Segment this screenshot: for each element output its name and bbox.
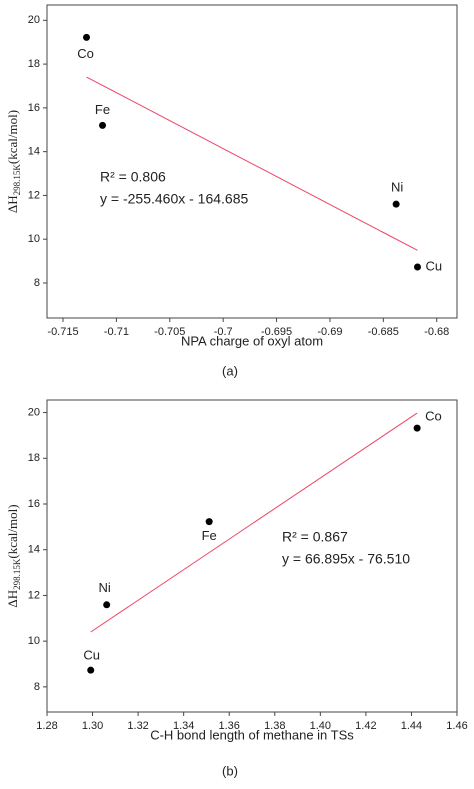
- y-label-main: ΔH: [5, 590, 20, 608]
- y-axis-label: ΔH298.15K(kcal/mol): [5, 110, 22, 213]
- y-tick-label: 18: [28, 58, 40, 70]
- y-axis-label: ΔH298.15K(kcal/mol): [5, 504, 22, 607]
- fit-annotation: R² = 0.806: [100, 169, 166, 185]
- y-tick-label: 20: [28, 406, 40, 418]
- y-tick-label: 10: [28, 233, 40, 245]
- x-tick-label: -0.71: [104, 326, 129, 338]
- point-label: Co: [425, 409, 442, 424]
- x-tick-label: -0.715: [47, 326, 78, 338]
- data-point: [205, 518, 213, 526]
- point-label: Co: [77, 46, 94, 61]
- y-label-unit: (kcal/mol): [5, 504, 20, 558]
- x-tick-label: 1.28: [36, 720, 57, 732]
- x-axis-label: NPA charge of oxyl atom: [181, 333, 323, 348]
- x-tick-label: -0.685: [368, 326, 399, 338]
- caption: (b): [222, 763, 238, 778]
- x-tick-label: 1.38: [264, 720, 285, 732]
- point-label: Ni: [391, 180, 403, 195]
- data-point: [413, 263, 421, 271]
- data-point: [87, 666, 95, 674]
- plot-frame: [46, 399, 458, 713]
- x-tick-label: 1.30: [82, 720, 103, 732]
- x-tick-label: 1.46: [446, 720, 467, 732]
- x-tick-label: 1.32: [127, 720, 148, 732]
- data-point: [99, 121, 107, 129]
- fit-annotation: y = 66.895x - 76.510: [282, 551, 410, 567]
- data-point: [83, 33, 91, 41]
- y-label-unit: (kcal/mol): [5, 110, 20, 164]
- y-label-sub: 298.15K: [12, 558, 22, 590]
- y-tick-label: 14: [28, 544, 40, 556]
- fit-annotation: y = -255.460x - 164.685: [100, 191, 248, 207]
- x-tick-label: -0.705: [154, 326, 185, 338]
- y-tick-label: 18: [28, 452, 40, 464]
- point-label: Fe: [202, 528, 217, 543]
- y-tick-label: 10: [28, 635, 40, 647]
- x-tick-label: -0.68: [424, 326, 449, 338]
- y-tick-label: 20: [28, 14, 40, 26]
- y-label-main: ΔH: [5, 195, 20, 213]
- point-label: Fe: [95, 102, 110, 117]
- plot-frame: [46, 4, 458, 319]
- y-tick-label: 12: [28, 589, 40, 601]
- trendline: [86, 76, 418, 251]
- x-tick-label: -0.7: [214, 326, 233, 338]
- y-tick-label: 8: [34, 681, 40, 693]
- point-label: Cu: [425, 258, 442, 273]
- point-label: Cu: [83, 648, 100, 663]
- x-tick-label: -0.695: [261, 326, 292, 338]
- caption: (a): [222, 363, 238, 378]
- y-tick-label: 16: [28, 498, 40, 510]
- y-tick-label: 12: [28, 189, 40, 201]
- point-label: Ni: [99, 580, 111, 595]
- data-point: [392, 200, 400, 208]
- x-tick-label: 1.36: [219, 720, 240, 732]
- data-point: [103, 601, 111, 609]
- data-point: [413, 424, 421, 432]
- trendline: [90, 412, 418, 633]
- x-axis-label: C-H bond length of methane in TSs: [150, 727, 354, 742]
- fit-annotation: R² = 0.867: [282, 529, 348, 545]
- y-tick-label: 16: [28, 102, 40, 114]
- y-tick-label: 14: [28, 146, 40, 158]
- x-tick-label: 1.42: [355, 720, 376, 732]
- x-tick-label: 1.34: [173, 720, 194, 732]
- x-tick-label: -0.69: [317, 326, 342, 338]
- x-tick-label: 1.44: [401, 720, 422, 732]
- y-tick-label: 8: [34, 277, 40, 289]
- y-label-sub: 298.15K: [12, 164, 22, 196]
- x-tick-label: 1.40: [310, 720, 331, 732]
